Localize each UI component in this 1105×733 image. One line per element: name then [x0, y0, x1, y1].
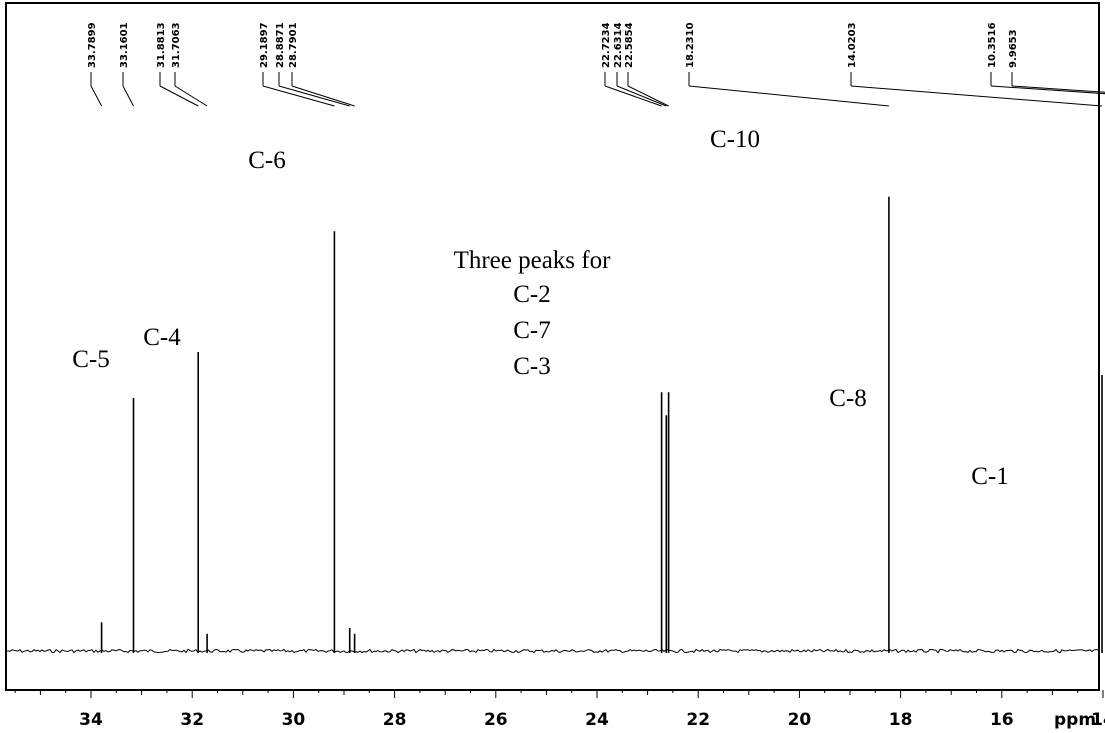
- shift-value-label: 31.8813: [156, 22, 167, 68]
- shift-value-label: 22.7234: [601, 22, 612, 68]
- shift-marker-line: [990, 85, 1105, 95]
- x-tick-label: 20: [788, 710, 812, 730]
- shift-marker-line: [688, 85, 889, 107]
- shift-marker-line: [159, 85, 199, 107]
- shift-value-label: 10.3516: [987, 22, 998, 68]
- shift-value-label: 28.7901: [288, 22, 299, 68]
- x-axis-unit-label: ppm: [1054, 710, 1096, 730]
- shift-marker-line: [1011, 85, 1105, 93]
- peak-annotation: C-3: [513, 353, 551, 380]
- peak-annotation: C-1: [971, 463, 1009, 490]
- shift-value-label: 22.6314: [613, 22, 624, 68]
- shift-marker-line: [122, 85, 134, 107]
- x-tick-label: 34: [79, 710, 103, 730]
- shift-value-label: 31.7063: [171, 22, 182, 68]
- shift-marker-line: [90, 85, 103, 107]
- x-axis-ticks: 34323028262422201816141210: [14, 690, 1105, 730]
- shift-value-label: 29.1897: [259, 22, 270, 68]
- shift-marker-line: [604, 85, 662, 107]
- shift-marker-line: [278, 85, 350, 107]
- peak-annotation: C-4: [143, 324, 181, 351]
- shift-marker-line: [627, 85, 669, 107]
- peak-annotation: C-2: [513, 281, 551, 308]
- shift-value-label: 14.0203: [847, 22, 858, 68]
- peak-lines: [100, 196, 1103, 653]
- peak-annotations: C-5 C-4 C-6 Three peaks for C-2 C-7 C-3 C-10 C-8…: [72, 126, 1009, 490]
- shift-marker-line: [850, 85, 1103, 107]
- x-tick-label: 30: [282, 710, 306, 730]
- shift-value-label: 18.2310: [685, 22, 696, 68]
- shift-value-label: 9.9653: [1008, 29, 1019, 68]
- x-tick-label: 26: [484, 710, 508, 730]
- shift-marker-line: [262, 85, 335, 107]
- chemical-shift-markers: 33.7899 33.1601 31.8813 31.7063 29.1897 28.88…: [87, 22, 1105, 107]
- peak-annotation: C-8: [829, 385, 867, 412]
- peak-annotation: C-10: [710, 126, 760, 153]
- peak-annotation: Three peaks for: [454, 247, 612, 274]
- x-tick-label: 22: [686, 710, 710, 730]
- x-tick-label: 32: [180, 710, 204, 730]
- shift-marker-line: [291, 85, 355, 107]
- x-tick-label: 16: [990, 710, 1014, 730]
- shift-value-label: 33.7899: [87, 22, 98, 68]
- spectrum-baseline-trace: [6, 648, 1099, 654]
- shift-value-label: 33.1601: [119, 22, 130, 68]
- peak-annotation: C-7: [513, 317, 551, 344]
- x-tick-label: 18: [889, 710, 913, 730]
- x-tick-label: 24: [585, 710, 609, 730]
- peak-annotation: C-6: [248, 147, 286, 174]
- peak-annotation: C-5: [72, 346, 110, 373]
- x-tick-label: 28: [383, 710, 407, 730]
- shift-marker-line: [174, 85, 208, 107]
- shift-value-label: 22.5854: [624, 22, 635, 68]
- shift-marker-line: [616, 85, 667, 107]
- shift-value-label: 28.8871: [275, 22, 286, 68]
- x-tick-label: 14: [1091, 710, 1105, 730]
